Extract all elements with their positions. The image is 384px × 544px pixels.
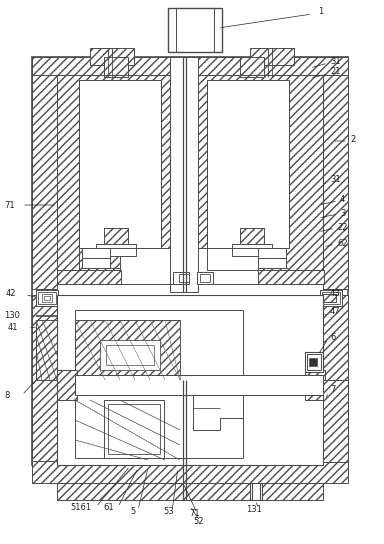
Text: 5: 5: [130, 506, 135, 516]
Text: 5161: 5161: [70, 504, 91, 512]
Text: 4: 4: [340, 195, 345, 205]
Text: 47: 47: [330, 307, 341, 317]
Bar: [323, 57, 348, 289]
Bar: [75, 375, 323, 395]
Text: 62: 62: [337, 238, 348, 248]
Bar: [305, 352, 323, 372]
Bar: [106, 345, 154, 365]
Polygon shape: [36, 320, 57, 380]
Bar: [104, 57, 128, 77]
Bar: [32, 57, 348, 75]
Text: 22: 22: [337, 222, 348, 232]
Text: 42: 42: [6, 288, 17, 298]
Text: 6: 6: [330, 333, 335, 343]
Bar: [32, 295, 57, 465]
Bar: [305, 370, 325, 400]
Bar: [90, 48, 134, 65]
Text: 130: 130: [4, 312, 20, 320]
Bar: [57, 270, 121, 284]
Text: 53: 53: [163, 508, 174, 516]
Bar: [258, 270, 324, 284]
Bar: [36, 290, 58, 306]
Bar: [197, 272, 213, 284]
Bar: [75, 310, 243, 458]
Bar: [200, 274, 210, 282]
Bar: [104, 400, 164, 458]
Text: 43: 43: [330, 288, 341, 298]
Bar: [322, 292, 340, 304]
Bar: [108, 404, 160, 454]
Text: 21: 21: [330, 67, 341, 77]
Bar: [250, 48, 294, 65]
Text: 3: 3: [340, 208, 345, 218]
Polygon shape: [57, 75, 170, 270]
Text: 61: 61: [103, 504, 114, 512]
Bar: [240, 228, 264, 248]
Bar: [96, 244, 136, 256]
Bar: [258, 248, 286, 268]
Bar: [207, 80, 289, 248]
Bar: [57, 295, 323, 465]
Text: 7: 7: [330, 386, 335, 394]
Text: 52: 52: [193, 517, 204, 527]
Text: 31: 31: [330, 176, 341, 184]
Bar: [57, 370, 77, 400]
Bar: [232, 244, 272, 256]
Text: 31: 31: [330, 58, 341, 66]
Bar: [79, 80, 161, 248]
Bar: [323, 380, 348, 462]
Bar: [32, 461, 348, 483]
Bar: [38, 292, 56, 304]
Bar: [100, 340, 160, 370]
Bar: [320, 290, 342, 306]
Bar: [42, 294, 52, 302]
Text: 71: 71: [4, 201, 15, 209]
Polygon shape: [198, 75, 323, 270]
Text: 2: 2: [350, 135, 355, 145]
Bar: [250, 483, 262, 500]
Text: 8: 8: [4, 391, 9, 399]
Polygon shape: [75, 320, 180, 380]
Bar: [168, 8, 222, 52]
Bar: [82, 248, 110, 268]
Polygon shape: [193, 395, 243, 430]
Bar: [32, 57, 57, 289]
Bar: [322, 294, 336, 302]
Text: 41: 41: [8, 323, 18, 331]
Bar: [32, 57, 348, 465]
Text: 1: 1: [318, 8, 323, 16]
Bar: [179, 274, 189, 282]
Bar: [104, 228, 128, 248]
Bar: [323, 295, 348, 465]
Bar: [57, 483, 323, 500]
Bar: [309, 358, 317, 366]
Bar: [173, 272, 189, 284]
Bar: [322, 294, 336, 302]
Bar: [307, 354, 321, 370]
Bar: [44, 296, 50, 300]
Bar: [170, 57, 198, 292]
Text: 131: 131: [246, 505, 262, 515]
Bar: [240, 57, 264, 77]
Text: 71: 71: [189, 510, 200, 518]
